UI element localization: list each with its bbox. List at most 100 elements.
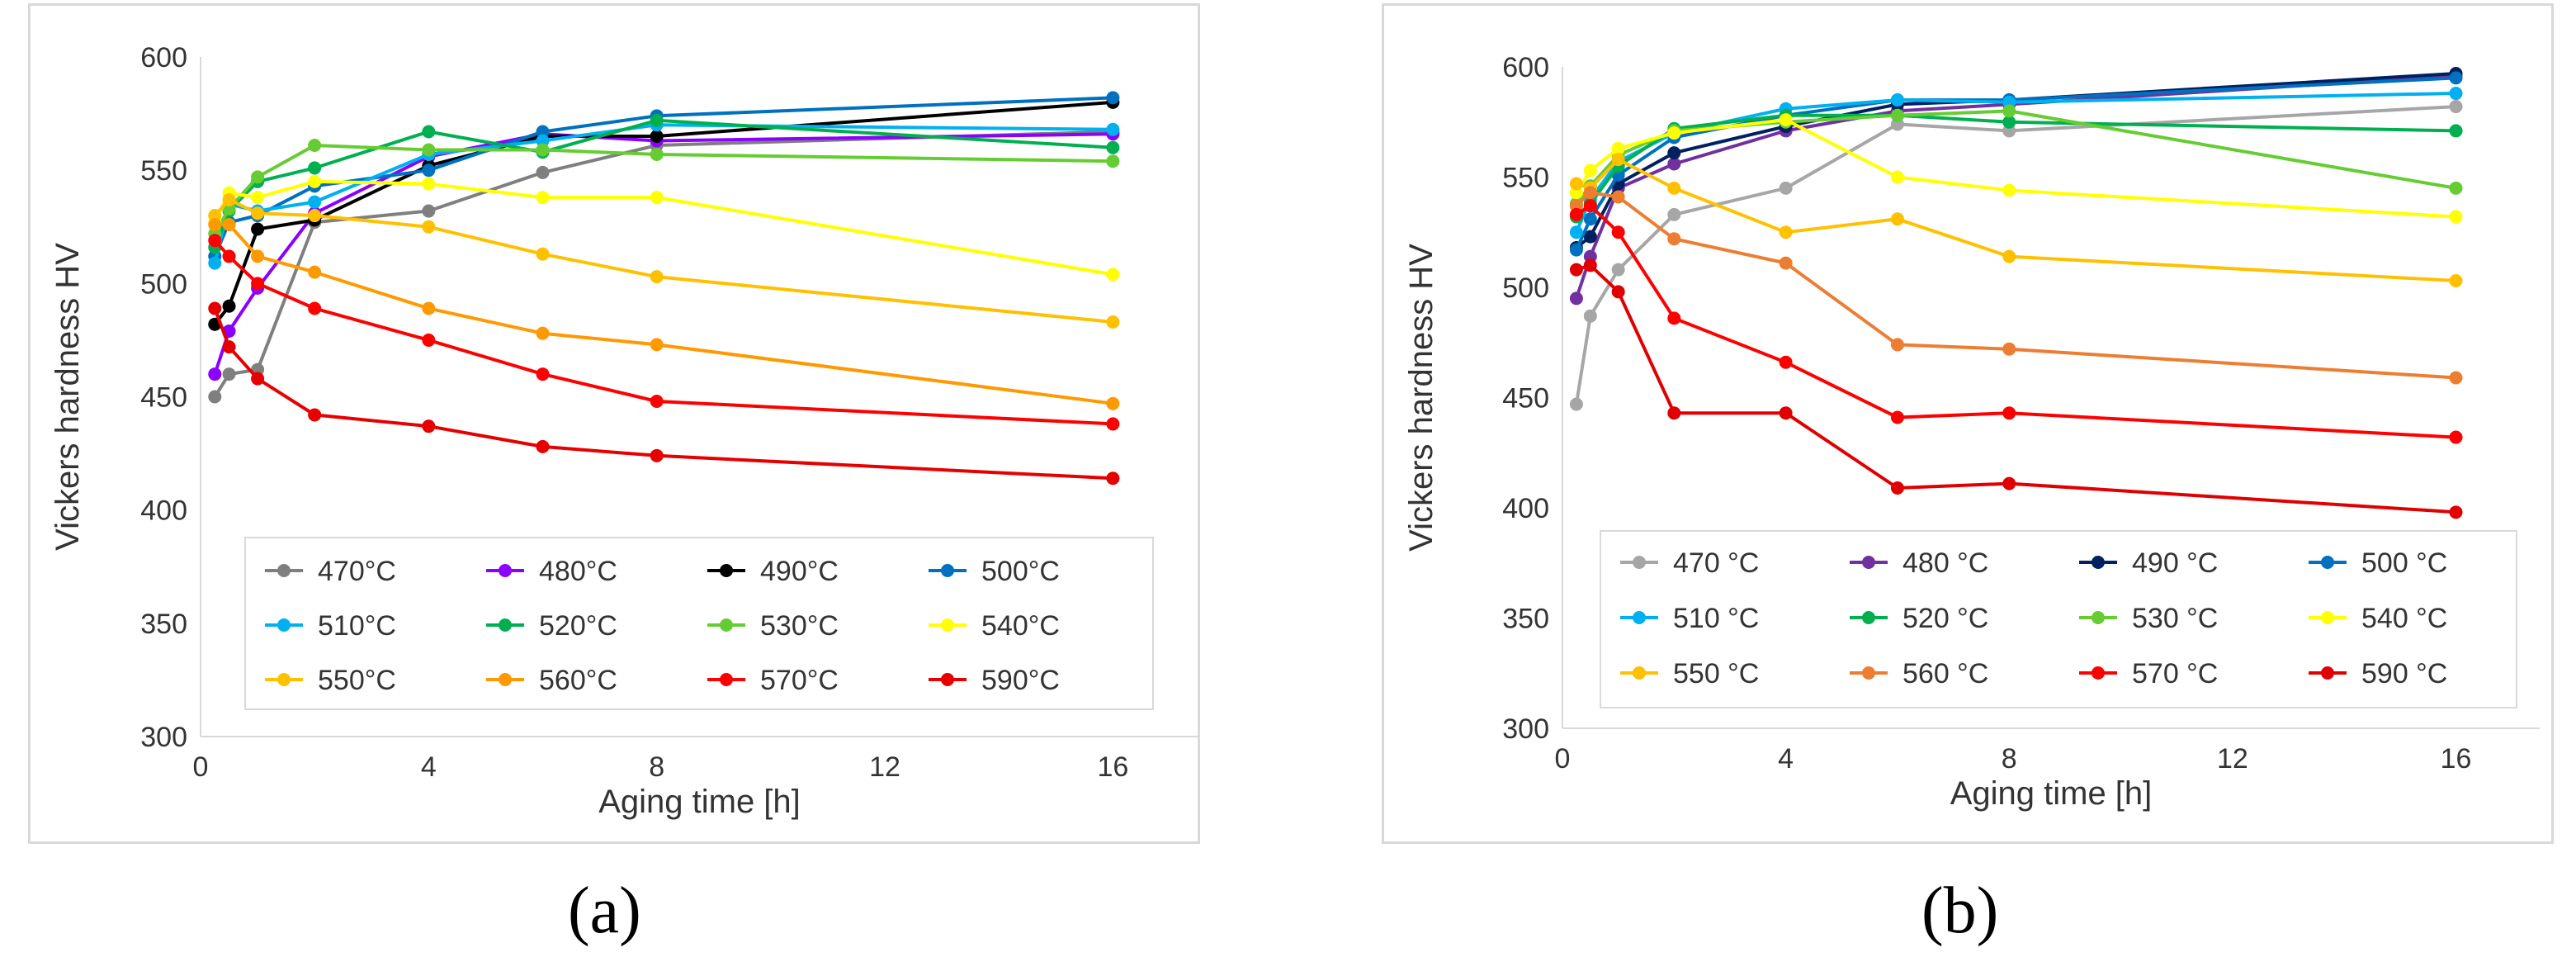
chart-a-xtick-label: 12 <box>869 751 900 783</box>
chart-b-series-line <box>1576 158 2456 282</box>
legend-swatch-marker <box>1633 611 1646 624</box>
legend-swatch-marker <box>941 564 954 577</box>
legend-swatch-marker <box>2092 556 2105 569</box>
chart-b-data-point <box>1583 186 1597 200</box>
chart-a-data-point <box>650 270 664 284</box>
chart-a-data-point <box>422 125 436 139</box>
chart-b-data-point <box>1667 207 1681 221</box>
chart-a-data-point <box>422 220 436 234</box>
chart-b-data-point <box>1611 263 1625 277</box>
chart-a-series-line <box>213 307 1113 481</box>
chart-a-legend <box>244 537 1154 710</box>
chart-a-data-point <box>650 394 664 408</box>
legend-swatch-marker <box>1862 666 1875 680</box>
chart-b-xtick-label: 4 <box>1778 743 1794 775</box>
legend-swatch-marker <box>499 618 512 632</box>
chart-b-xtick-label: 16 <box>2441 743 2472 775</box>
chart-a-data-point <box>222 340 236 354</box>
legend-label: 570 °C <box>2132 658 2218 689</box>
chart-b-data-point <box>1779 113 1793 127</box>
chart-a-svg: 300 350 400 450 500 550 600 0 4 8 12 16 Aging time [… <box>50 42 1198 820</box>
chart-b-legend-item: 480 °C <box>1850 547 1988 579</box>
chart-a-data-point <box>308 301 322 315</box>
chart-b-xtick-label: 8 <box>2002 743 2017 775</box>
chart-a-legend-item: 570°C <box>707 665 839 696</box>
chart-b-data-point <box>2449 273 2463 287</box>
chart-b-data-point <box>1890 93 1904 107</box>
chart-b-legend-item: 490 °C <box>2079 547 2218 579</box>
chart-b-data-point <box>1890 481 1904 495</box>
chart-b-data-point <box>2002 115 2016 129</box>
chart-b-svg: 300 350 400 450 500 550 600 0 4 8 12 16 Aging time [… <box>1403 52 2540 812</box>
chart-a-data-point <box>308 408 322 422</box>
chart-a-series-line <box>213 130 1113 398</box>
chart-b-data-point <box>1569 291 1583 306</box>
chart-b-data-point <box>1667 157 1681 171</box>
chart-a-x-axis-title: Aging time [h] <box>598 784 801 820</box>
chart-b-data-point <box>1890 170 1904 184</box>
chart-b-data-point <box>2449 124 2463 138</box>
chart-b-data-point <box>1890 108 1904 122</box>
chart-a-data-point <box>536 165 550 179</box>
legend-label: 530 °C <box>2132 603 2218 634</box>
chart-a-data-point <box>222 249 236 263</box>
chart-a-data-point <box>308 209 322 223</box>
chart-b-data-point <box>2449 371 2463 385</box>
legend-label: 500°C <box>981 556 1060 587</box>
chart-a-data-point <box>650 191 664 205</box>
chart-b-ytick-label: 300 <box>1502 713 1549 745</box>
chart-b-data-point <box>1667 126 1681 140</box>
legend-swatch-marker <box>2321 611 2334 624</box>
chart-b-data-point <box>1569 397 1583 411</box>
chart-a-ytick-label: 450 <box>140 382 187 414</box>
chart-b-series-8 <box>1569 153 2463 287</box>
chart-b-data-point <box>1583 309 1597 323</box>
legend-label: 470°C <box>318 556 396 587</box>
chart-b-data-point <box>1667 181 1681 195</box>
legend-swatch-marker <box>1633 666 1646 680</box>
chart-a-data-point <box>208 209 222 223</box>
legend-label: 510 °C <box>1673 603 1759 634</box>
chart-a-data-point <box>308 195 322 209</box>
chart-b-series-line <box>1575 113 2456 219</box>
chart-a-data-point <box>308 174 322 188</box>
legend-swatch-marker <box>1633 556 1646 569</box>
chart-a-data-point <box>1106 417 1120 431</box>
chart-a-ytick-label: 400 <box>140 495 187 527</box>
legend-label: 560°C <box>539 665 617 696</box>
chart-a-xtick-label: 4 <box>421 751 437 783</box>
chart-a-series-10 <box>208 234 1120 431</box>
chart-panel-a: 300 350 400 450 500 550 600 0 4 8 12 16 Aging time [… <box>28 3 1200 844</box>
chart-a-xtick-label: 16 <box>1097 751 1128 783</box>
chart-b-data-point <box>2002 406 2016 420</box>
chart-a-data-point <box>1106 122 1120 136</box>
chart-b-legend-item: 510 °C <box>1620 603 1759 634</box>
chart-b-data-point <box>2449 71 2463 85</box>
legend-label: 540 °C <box>2361 603 2447 634</box>
legend-swatch-marker <box>941 673 954 686</box>
chart-a-series-0 <box>208 125 1120 404</box>
legend-label: 480 °C <box>1902 547 1988 579</box>
chart-b-data-point <box>2002 342 2016 356</box>
chart-a-data-point <box>422 419 436 434</box>
legend-swatch-marker <box>2092 611 2105 624</box>
chart-b-data-point <box>1779 355 1793 369</box>
chart-a-data-point <box>422 177 436 191</box>
chart-b-data-point <box>1611 285 1625 299</box>
chart-b-series-4 <box>1569 87 2463 239</box>
chart-b-data-point <box>1667 232 1681 246</box>
chart-b-ytick-label: 550 <box>1502 163 1549 194</box>
legend-label: 490°C <box>760 556 839 587</box>
chart-a-data-point <box>208 390 222 404</box>
chart-a-series-11 <box>208 301 1120 486</box>
legend-swatch-marker <box>499 564 512 577</box>
chart-b-data-point <box>1667 311 1681 325</box>
chart-a-data-point <box>251 372 265 386</box>
chart-a-data-point <box>422 333 436 347</box>
chart-b-series-10 <box>1569 199 2463 444</box>
chart-b-data-point <box>1890 338 1904 352</box>
legend-swatch-marker <box>277 618 291 632</box>
chart-b-legend-item: 540 °C <box>2309 603 2447 634</box>
legend-swatch-marker <box>2321 666 2334 680</box>
chart-b-data-point <box>2449 181 2463 195</box>
